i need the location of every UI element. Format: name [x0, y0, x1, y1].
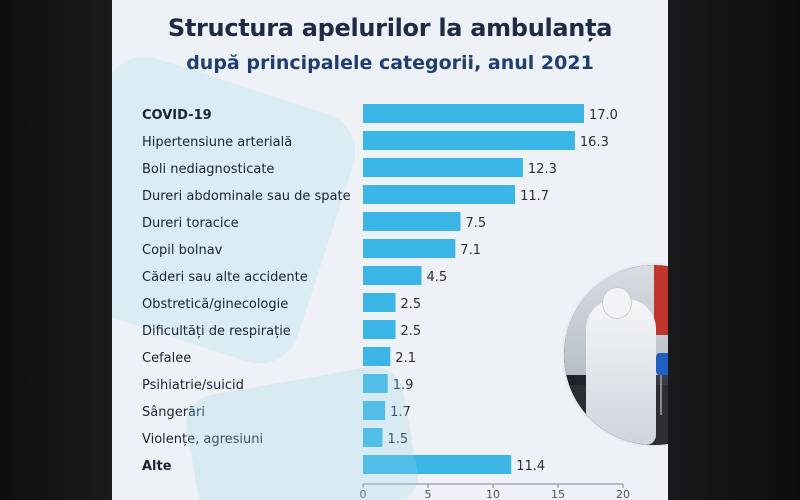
paramedic-photo	[562, 263, 668, 447]
value-label: 2.1	[395, 351, 416, 366]
value-label: 11.4	[516, 459, 545, 474]
category-label: Hipertensiune arterială	[142, 135, 292, 150]
category-label: Dureri toracice	[142, 216, 239, 231]
infographic-panel: Structura apelurilor la ambulanța după p…	[112, 0, 668, 500]
bars-layer: COVID-19 17.0 Hipertensiune arterială 16.3 B…	[142, 104, 618, 474]
bar	[363, 347, 391, 366]
stretcher-shape	[656, 353, 668, 375]
category-label: Căderi sau alte accidente	[142, 270, 308, 285]
category-label: Dificultăți de respirație	[142, 324, 291, 339]
bar	[363, 158, 523, 177]
value-label: 16.3	[580, 135, 609, 150]
category-label: Dureri abdominale sau de spate	[142, 189, 351, 204]
category-label: Boli nediagnosticate	[142, 162, 274, 177]
bar	[363, 401, 386, 420]
bar	[363, 293, 396, 312]
category-label: Cefalee	[142, 351, 191, 366]
paramedic-figure	[586, 299, 656, 445]
category-label: Copil bolnav	[142, 243, 223, 258]
value-label: 17.0	[589, 108, 618, 123]
value-label: 1.9	[393, 378, 414, 393]
value-label: 1.7	[390, 405, 411, 420]
x-tick-label: 10	[486, 488, 500, 500]
bar	[363, 212, 461, 231]
category-label: Alte	[142, 459, 172, 474]
stretcher-legs-shape	[660, 375, 668, 415]
x-axis: 0 5 10 15 20	[360, 483, 630, 500]
value-label: 2.5	[401, 324, 422, 339]
value-label: 12.3	[528, 162, 557, 177]
bar-chart: COVID-19 17.0 Hipertensiune arterială 16.3 B…	[142, 104, 630, 500]
category-label: Psihiatrie/suicid	[142, 378, 244, 393]
bar	[363, 428, 383, 447]
x-tick-label: 5	[425, 488, 432, 500]
x-tick-label: 20	[616, 488, 630, 500]
category-label: COVID-19	[142, 108, 212, 123]
bar	[363, 320, 396, 339]
bar	[363, 131, 575, 150]
chart-subtitle: după principalele categorii, anul 2021	[186, 52, 594, 74]
value-label: 2.5	[401, 297, 422, 312]
bar	[363, 455, 512, 474]
bar	[363, 374, 388, 393]
x-tick-label: 15	[551, 488, 565, 500]
x-tick-label: 0	[360, 488, 367, 500]
category-label: Violențe, agresiuni	[142, 432, 263, 447]
bar	[363, 266, 422, 285]
value-label: 11.7	[520, 189, 549, 204]
bar	[363, 239, 456, 258]
category-label: Obstretică/ginecologie	[142, 297, 288, 312]
value-label: 4.5	[427, 270, 448, 285]
value-label: 1.5	[388, 432, 409, 447]
background-right	[668, 0, 800, 500]
paramedic-head	[602, 287, 632, 319]
bar	[363, 185, 516, 204]
category-label: Sângerări	[142, 405, 205, 420]
chart-title: Structura apelurilor la ambulanța	[167, 14, 613, 42]
value-label: 7.5	[466, 216, 487, 231]
ambulance-stripe	[654, 265, 668, 335]
background-left	[0, 0, 112, 500]
value-label: 7.1	[460, 243, 481, 258]
bar	[363, 104, 584, 123]
